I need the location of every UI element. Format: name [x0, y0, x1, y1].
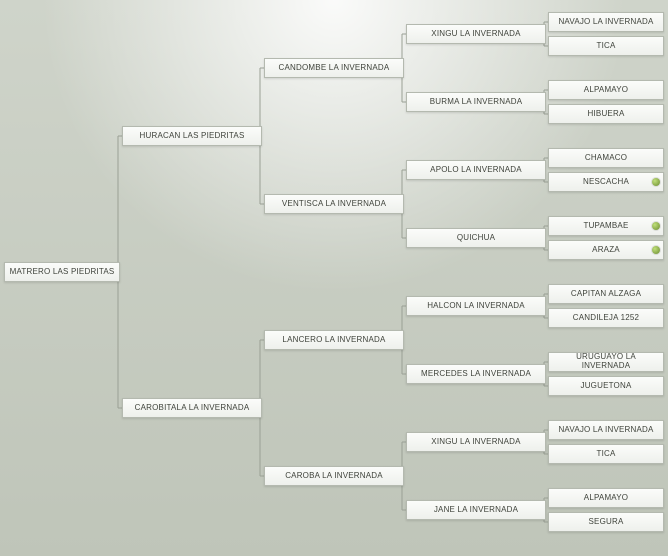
node-g4-4: CHAMACO [548, 148, 664, 168]
node-g3-1: BURMA LA INVERNADA [406, 92, 546, 112]
node-g3-0: XINGU LA INVERNADA [406, 24, 546, 44]
node-g2-2: LANCERO LA INVERNADA [264, 330, 404, 350]
marker-g4-5 [652, 178, 660, 186]
node-g4-12: NAVAJO LA INVERNADA [548, 420, 664, 440]
node-g3-3: QUICHUA [406, 228, 546, 248]
node-g3-5: MERCEDES LA INVERNADA [406, 364, 546, 384]
node-g4-11: JUGUETONA [548, 376, 664, 396]
node-g3-6: XINGU LA INVERNADA [406, 432, 546, 452]
node-g4-13: TICA [548, 444, 664, 464]
node-g4-14: ALPAMAYO [548, 488, 664, 508]
node-g1-1: CAROBITALA LA INVERNADA [122, 398, 262, 418]
node-g4-1: TICA [548, 36, 664, 56]
node-g2-1: VENTISCA LA INVERNADA [264, 194, 404, 214]
node-g4-2: ALPAMAYO [548, 80, 664, 100]
node-g4-8: CAPITAN ALZAGA [548, 284, 664, 304]
node-g4-7: ARAZA [548, 240, 664, 260]
node-g3-4: HALCON LA INVERNADA [406, 296, 546, 316]
marker-g4-7 [652, 246, 660, 254]
node-g4-3: HIBUERA [548, 104, 664, 124]
node-g2-3: CAROBA LA INVERNADA [264, 466, 404, 486]
node-g1-0: HURACAN LAS PIEDRITAS [122, 126, 262, 146]
pedigree-chart: MATRERO LAS PIEDRITAS HURACAN LAS PIEDRIT… [0, 0, 668, 556]
node-g4-0: NAVAJO LA INVERNADA [548, 12, 664, 32]
node-g4-6: TUPAMBAE [548, 216, 664, 236]
node-g4-10: URUGUAYO LA INVERNADA [548, 352, 664, 372]
node-g4-15: SEGURA [548, 512, 664, 532]
node-g2-0: CANDOMBE LA INVERNADA [264, 58, 404, 78]
node-g4-9: CANDILEJA 1252 [548, 308, 664, 328]
node-g4-5: NESCACHA [548, 172, 664, 192]
node-root-null: MATRERO LAS PIEDRITAS [4, 262, 120, 282]
marker-g4-6 [652, 222, 660, 230]
node-g3-2: APOLO LA INVERNADA [406, 160, 546, 180]
node-g3-7: JANE LA INVERNADA [406, 500, 546, 520]
